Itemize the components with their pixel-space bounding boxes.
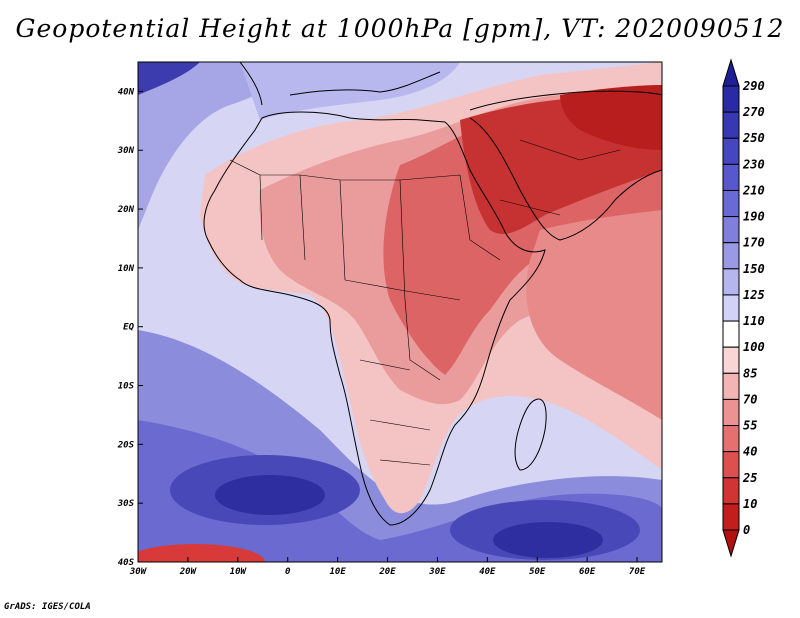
x-tick-label: 10W (230, 567, 248, 577)
x-tick-label: 10E (329, 567, 346, 577)
x-tick-label: 40E (479, 567, 496, 577)
country-borders (229, 139, 621, 466)
colorbar-swatch (722, 189, 740, 218)
colorbar-label: 70 (743, 392, 757, 406)
colorbar-swatch (722, 137, 740, 165)
x-tick-label: 20W (179, 567, 198, 577)
colorbar-label: 270 (742, 105, 765, 119)
colorbar-label: 230 (742, 157, 765, 171)
x-tick-label: 50E (529, 567, 546, 577)
colorbar-swatch (722, 268, 740, 296)
colorbar-bottom-arrow (722, 529, 740, 558)
colorbar-swatch (722, 503, 740, 531)
x-tick-label: 30W (129, 567, 148, 577)
colorbar-label: 100 (743, 340, 765, 354)
colorbar-swatch (722, 451, 740, 479)
y-tick-label: 40N (118, 87, 135, 97)
y-tick-label: 30S (117, 499, 135, 509)
plot-frame (137, 61, 663, 563)
colorbar-label: 290 (742, 79, 765, 93)
y-tick-label: 10N (118, 264, 135, 274)
y-axis: 40N 30N 20N 10N EQ 10S 20S 30S 40S (117, 87, 143, 568)
colorbar-swatch (722, 477, 740, 505)
field-mediterranean (240, 62, 460, 120)
colorbar-label: 170 (743, 236, 765, 250)
map-title: Geopotential Height at 1000hPa [gpm], VT… (15, 14, 785, 43)
field-iran-core (560, 85, 662, 150)
colorbar-swatch (722, 163, 740, 191)
coastline-africa (203, 111, 546, 526)
y-tick-label: 40S (118, 558, 135, 568)
colorbar-label: 250 (742, 131, 765, 145)
colorbar-top-arrow (722, 58, 740, 87)
x-tick-label: 60E (579, 567, 596, 577)
colorbar-label: 210 (742, 183, 765, 197)
colorbar-swatch (722, 216, 740, 244)
colorbar: 2902702502302101901701501251101008570554… (722, 58, 765, 558)
field-east-indian (526, 210, 662, 420)
y-tick-label: EQ (123, 323, 134, 333)
colorbar-swatch (722, 294, 740, 322)
x-tick-label: 70E (629, 567, 646, 577)
colorbar-swatch (722, 346, 740, 374)
colorbar-swatch (722, 372, 740, 400)
field-north-atlantic-core (138, 62, 200, 95)
colorbar-label: 85 (743, 366, 757, 380)
credit-text: GrADS: IGES/COLA (4, 602, 91, 612)
high-center-sw-core (215, 475, 325, 515)
x-axis: 30W 20W 10W 0 10E 20E 30E 40E 50E 60E 70E (129, 557, 646, 577)
coastline-europe (239, 62, 662, 111)
colorbar-swatch (722, 111, 740, 139)
colorbar-swatch (722, 85, 740, 113)
colorbar-label: 0 (743, 523, 750, 537)
y-tick-label: 20N (117, 205, 135, 215)
y-tick-label: 20S (117, 440, 135, 450)
low-corner-sw (138, 544, 265, 562)
colorbar-label: 150 (743, 262, 765, 276)
colorbar-label: 125 (743, 288, 765, 302)
plot-area (138, 62, 662, 562)
colorbar-swatch (722, 242, 740, 270)
colorbar-label: 25 (742, 471, 757, 485)
colorbar-swatch (722, 320, 740, 348)
coastline-madagascar (514, 398, 547, 471)
colorbar-label: 55 (743, 419, 757, 433)
x-tick-label: 30E (428, 567, 446, 577)
coastline-arabia (469, 117, 662, 241)
colorbar-label: 110 (743, 314, 765, 328)
colorbar-swatch (722, 398, 740, 427)
y-tick-label: 30N (117, 146, 135, 156)
colorbar-label: 190 (743, 210, 765, 224)
colorbar-label: 10 (743, 497, 757, 511)
high-center-se-core (493, 522, 603, 558)
x-tick-label: 0 (285, 567, 291, 577)
y-tick-label: 10S (118, 382, 135, 392)
colorbar-swatch (722, 425, 740, 453)
x-tick-label: 20E (378, 567, 396, 577)
colorbar-label: 40 (743, 445, 757, 459)
field-north-atlantic (138, 62, 300, 230)
